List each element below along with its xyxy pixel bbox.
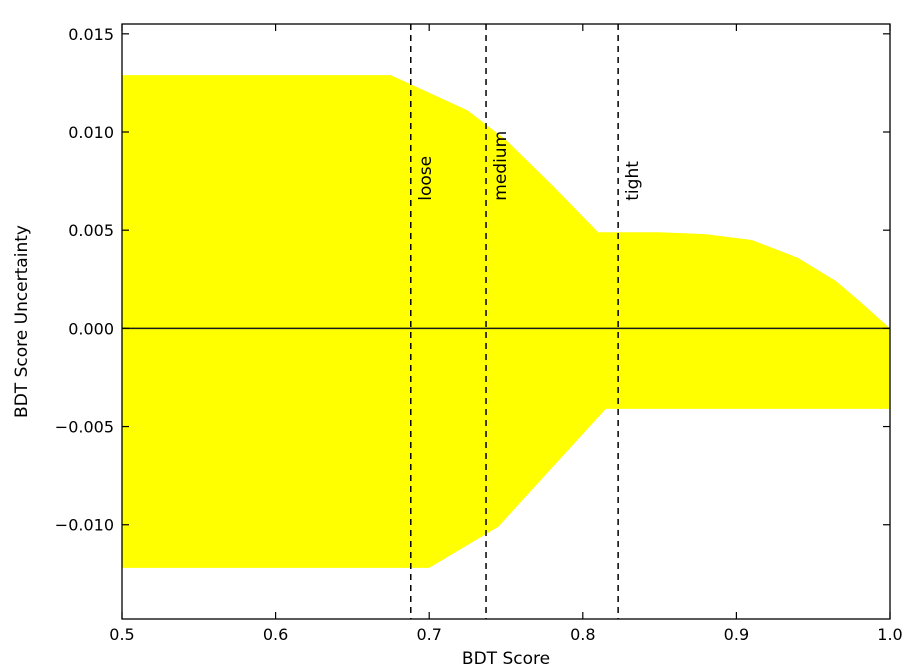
y-tick-label: −0.010 bbox=[55, 516, 114, 535]
upper-uncertainty-band bbox=[122, 75, 890, 329]
y-axis-label: BDT Score Uncertainty bbox=[12, 225, 32, 418]
y-tick-label: 0.005 bbox=[68, 221, 114, 240]
y-tick-label: 0.015 bbox=[68, 25, 114, 44]
cut-label-tight: tight bbox=[623, 161, 643, 201]
y-axis-ticks: −0.010 −0.005 0.000 0.005 0.010 0.015 bbox=[55, 25, 890, 535]
lower-uncertainty-band bbox=[122, 328, 890, 568]
cut-label-medium: medium bbox=[491, 131, 511, 201]
cut-lines: loose medium tight bbox=[410, 24, 643, 619]
cut-label-loose: loose bbox=[416, 156, 436, 201]
y-tick-label: −0.005 bbox=[55, 418, 114, 437]
x-tick-label: 0.5 bbox=[109, 625, 134, 644]
x-tick-label: 1.0 bbox=[877, 625, 902, 644]
x-axis-ticks: 0.5 0.6 0.7 0.8 0.9 1.0 bbox=[109, 24, 903, 644]
y-tick-label: 0.010 bbox=[68, 123, 114, 142]
x-axis-label: BDT Score bbox=[462, 649, 550, 669]
x-tick-label: 0.8 bbox=[570, 625, 595, 644]
uncertainty-band bbox=[122, 75, 890, 568]
x-tick-label: 0.9 bbox=[724, 625, 749, 644]
plot-frame bbox=[121, 23, 891, 620]
x-tick-label: 0.6 bbox=[263, 625, 288, 644]
y-tick-label: 0.000 bbox=[68, 319, 114, 338]
x-tick-label: 0.7 bbox=[416, 625, 441, 644]
